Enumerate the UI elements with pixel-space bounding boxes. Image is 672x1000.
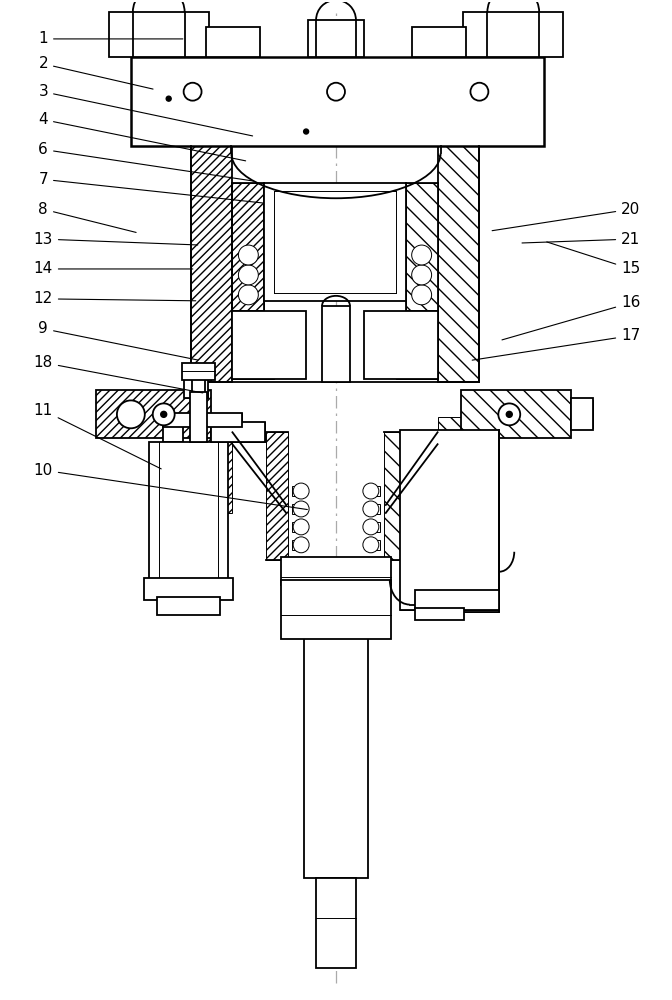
Bar (316, 878, 356, 968)
Bar (400, 430, 499, 610)
Bar (412, 27, 466, 57)
Bar (464, 12, 563, 57)
Bar (292, 522, 302, 532)
Bar (144, 578, 233, 600)
Bar (206, 27, 260, 57)
Bar (400, 430, 499, 610)
Bar (370, 486, 380, 496)
Circle shape (363, 537, 379, 553)
Bar (233, 183, 264, 311)
Bar (191, 417, 233, 513)
Circle shape (327, 83, 345, 101)
Text: 18: 18 (34, 355, 203, 393)
Circle shape (470, 83, 489, 101)
Bar (460, 582, 499, 612)
Text: 1: 1 (38, 31, 183, 46)
Circle shape (412, 265, 431, 285)
Text: 9: 9 (38, 321, 198, 360)
Circle shape (153, 403, 175, 425)
Circle shape (506, 411, 512, 417)
Bar (266, 432, 288, 560)
Circle shape (499, 403, 520, 425)
Circle shape (239, 245, 258, 265)
Bar (437, 146, 479, 382)
Bar (163, 413, 243, 427)
Bar (364, 311, 437, 379)
Circle shape (161, 411, 167, 417)
Bar (406, 183, 437, 311)
Bar (163, 426, 183, 442)
Bar (210, 422, 265, 442)
Bar (308, 20, 364, 57)
Bar (410, 432, 499, 582)
Circle shape (183, 83, 202, 101)
Text: 11: 11 (34, 403, 161, 469)
Bar (571, 398, 593, 430)
Bar (292, 486, 302, 496)
Bar (292, 540, 302, 550)
Bar (149, 442, 228, 580)
Bar (183, 390, 208, 398)
Bar (163, 413, 243, 427)
Bar (157, 597, 220, 615)
Circle shape (293, 483, 309, 499)
Bar (131, 57, 544, 146)
Text: 21: 21 (522, 232, 640, 247)
Bar (192, 375, 204, 438)
Bar (384, 432, 406, 560)
Circle shape (363, 501, 379, 517)
Circle shape (117, 400, 144, 428)
Bar (210, 422, 265, 442)
Bar (181, 363, 214, 380)
Bar (233, 311, 274, 379)
Text: 14: 14 (34, 261, 193, 276)
Bar (191, 146, 233, 382)
Text: 16: 16 (502, 295, 640, 340)
Text: 10: 10 (34, 463, 307, 510)
Text: 20: 20 (492, 202, 640, 231)
Bar (415, 590, 499, 610)
Circle shape (363, 483, 379, 499)
Circle shape (293, 519, 309, 535)
Circle shape (363, 519, 379, 535)
Bar (396, 311, 437, 379)
Text: 12: 12 (34, 291, 196, 306)
Circle shape (412, 245, 431, 265)
Bar (370, 522, 380, 532)
Text: 8: 8 (38, 202, 136, 232)
Bar (460, 604, 499, 612)
Text: 6: 6 (38, 142, 253, 181)
Text: 17: 17 (472, 328, 640, 360)
Circle shape (293, 501, 309, 517)
Circle shape (293, 537, 309, 553)
Circle shape (239, 285, 258, 305)
Bar (462, 390, 571, 438)
Text: 7: 7 (38, 172, 263, 203)
Bar (96, 390, 210, 438)
Circle shape (239, 265, 258, 285)
Bar (322, 306, 350, 382)
Bar (281, 580, 391, 639)
Bar (304, 585, 368, 878)
Bar (281, 557, 391, 585)
Bar (437, 417, 479, 513)
Bar (415, 608, 464, 620)
Bar (292, 504, 302, 514)
Text: 13: 13 (34, 232, 198, 247)
Bar (183, 375, 208, 398)
Bar (370, 504, 380, 514)
Bar (109, 12, 208, 57)
Bar (222, 426, 243, 442)
Text: 15: 15 (547, 242, 640, 276)
Bar (370, 540, 380, 550)
Text: 4: 4 (38, 112, 246, 161)
Text: 3: 3 (38, 84, 253, 136)
Bar (264, 183, 406, 301)
Circle shape (304, 129, 308, 134)
Circle shape (412, 285, 431, 305)
Bar (233, 311, 306, 379)
Bar (190, 392, 206, 442)
Circle shape (166, 96, 171, 101)
Text: 2: 2 (38, 56, 153, 89)
